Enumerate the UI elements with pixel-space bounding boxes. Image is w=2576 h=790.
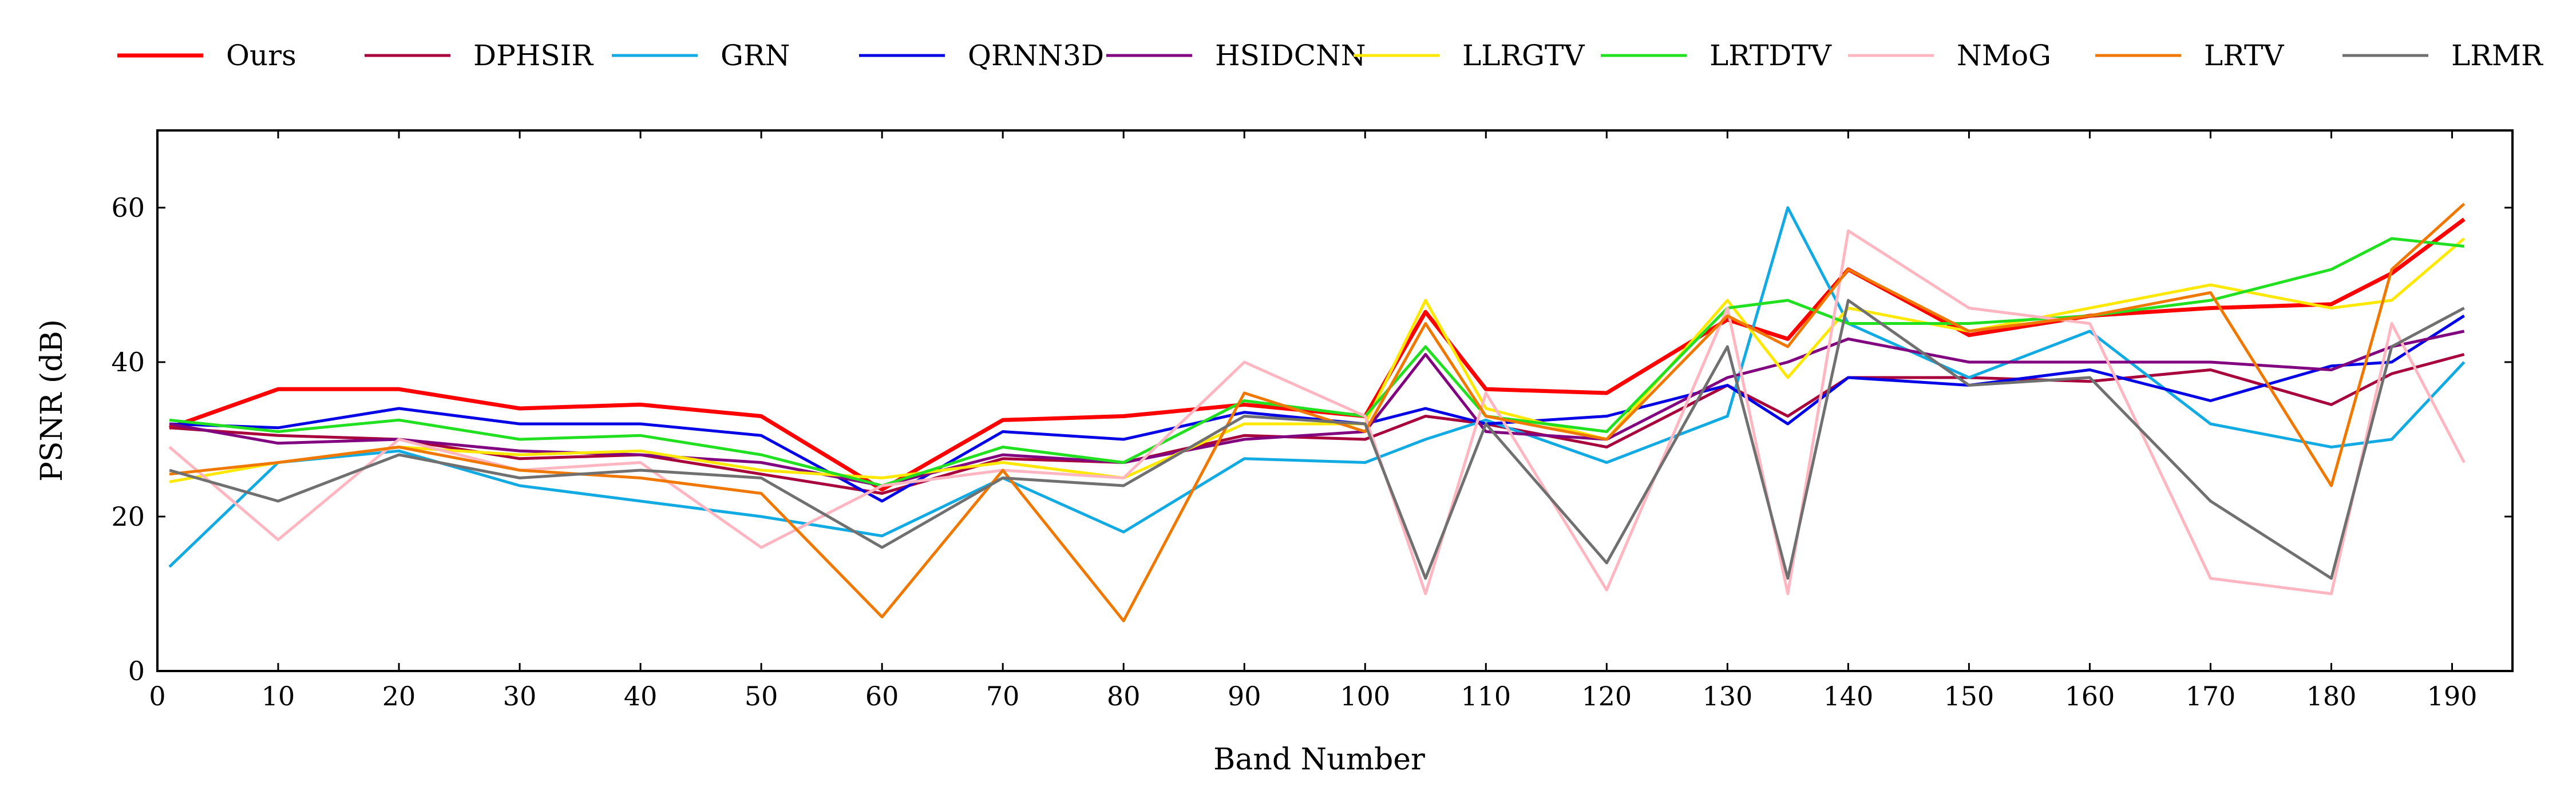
x-tick-label: 100 (1340, 681, 1390, 712)
legend-item-dphsir: DPHSIR (365, 39, 593, 72)
x-tick-label: 150 (1944, 681, 1994, 712)
x-tick-label: 50 (745, 681, 778, 712)
y-tick-label: 0 (128, 656, 145, 686)
series-line-lrtv (169, 203, 2466, 622)
series-line-lrtdtv (169, 237, 2464, 487)
plot-frame (156, 129, 2514, 672)
x-tick-label: 90 (1228, 681, 1261, 712)
x-tick-label: 170 (2186, 681, 2236, 712)
legend-item-lrtv: LRTV (2095, 39, 2284, 72)
x-tick-label: 20 (382, 681, 416, 712)
x-tick-label: 30 (503, 681, 537, 712)
x-tick-label: 160 (2065, 681, 2115, 712)
legend-item-nmog: NMoG (1848, 39, 2051, 72)
series-line-dphsir (169, 353, 2465, 495)
legend-item-ours: Ours (117, 39, 296, 72)
y-tick-label: 60 (111, 192, 145, 223)
legend: Ours DPHSIR GRN QRNN3D HSIDCNN LLRGTV LRTDTV NM… (117, 39, 2543, 72)
x-tick-label: 190 (2427, 681, 2478, 712)
legend-label: LRTV (2204, 39, 2284, 72)
legend-label: GRN (721, 39, 790, 72)
legend-label: LLRGTV (1462, 39, 1585, 72)
legend-item-hsidcnn: HSIDCNN (1106, 39, 1366, 72)
legend-item-lrtdtv: LRTDTV (1601, 39, 1832, 72)
y-axis-title: PSNR (dB) (35, 319, 69, 482)
x-axis-title: Band Number (1213, 743, 1425, 777)
y-tick-label: 20 (111, 501, 145, 532)
y-tick-label: 40 (111, 347, 145, 378)
legend-item-lrmr: LRMR (2342, 39, 2543, 72)
x-tick-label: 120 (1581, 681, 1632, 712)
legend-item-llrgtv: LLRGTV (1354, 39, 1585, 72)
x-axis: 0 10 20 30 40 50 60 70 80 90 100 110 120 130 140 150 160… (149, 130, 2477, 712)
legend-label: HSIDCNN (1215, 39, 1366, 72)
legend-label: LRMR (2451, 39, 2543, 72)
y-axis: 0 20 40 60 (111, 192, 2512, 686)
x-tick-label: 10 (262, 681, 295, 712)
series-line-qrnn3d (169, 314, 2465, 503)
legend-item-qrnn3d: QRNN3D (859, 39, 1104, 72)
legend-label: NMoG (1957, 39, 2051, 72)
x-tick-label: 70 (986, 681, 1020, 712)
x-tick-label: 40 (624, 681, 658, 712)
x-tick-label: 60 (865, 681, 899, 712)
x-tick-label: 130 (1702, 681, 1752, 712)
legend-label: Ours (226, 39, 296, 72)
series-line-llrgtv (169, 237, 2466, 483)
legend-label: DPHSIR (473, 39, 593, 72)
legend-item-grn: GRN (612, 39, 790, 72)
x-tick-label: 110 (1461, 681, 1511, 712)
x-tick-label: 80 (1107, 681, 1141, 712)
series-line-lrmr (169, 299, 2465, 580)
legend-label: QRNN3D (968, 39, 1104, 72)
x-tick-label: 180 (2306, 681, 2357, 712)
x-tick-label: 0 (149, 681, 165, 712)
x-tick-label: 140 (1823, 681, 1873, 712)
legend-label: LRTDTV (1710, 39, 1832, 72)
series-line-ours (168, 217, 2466, 492)
series-layer (168, 203, 2466, 622)
series-line-nmog (168, 229, 2466, 596)
